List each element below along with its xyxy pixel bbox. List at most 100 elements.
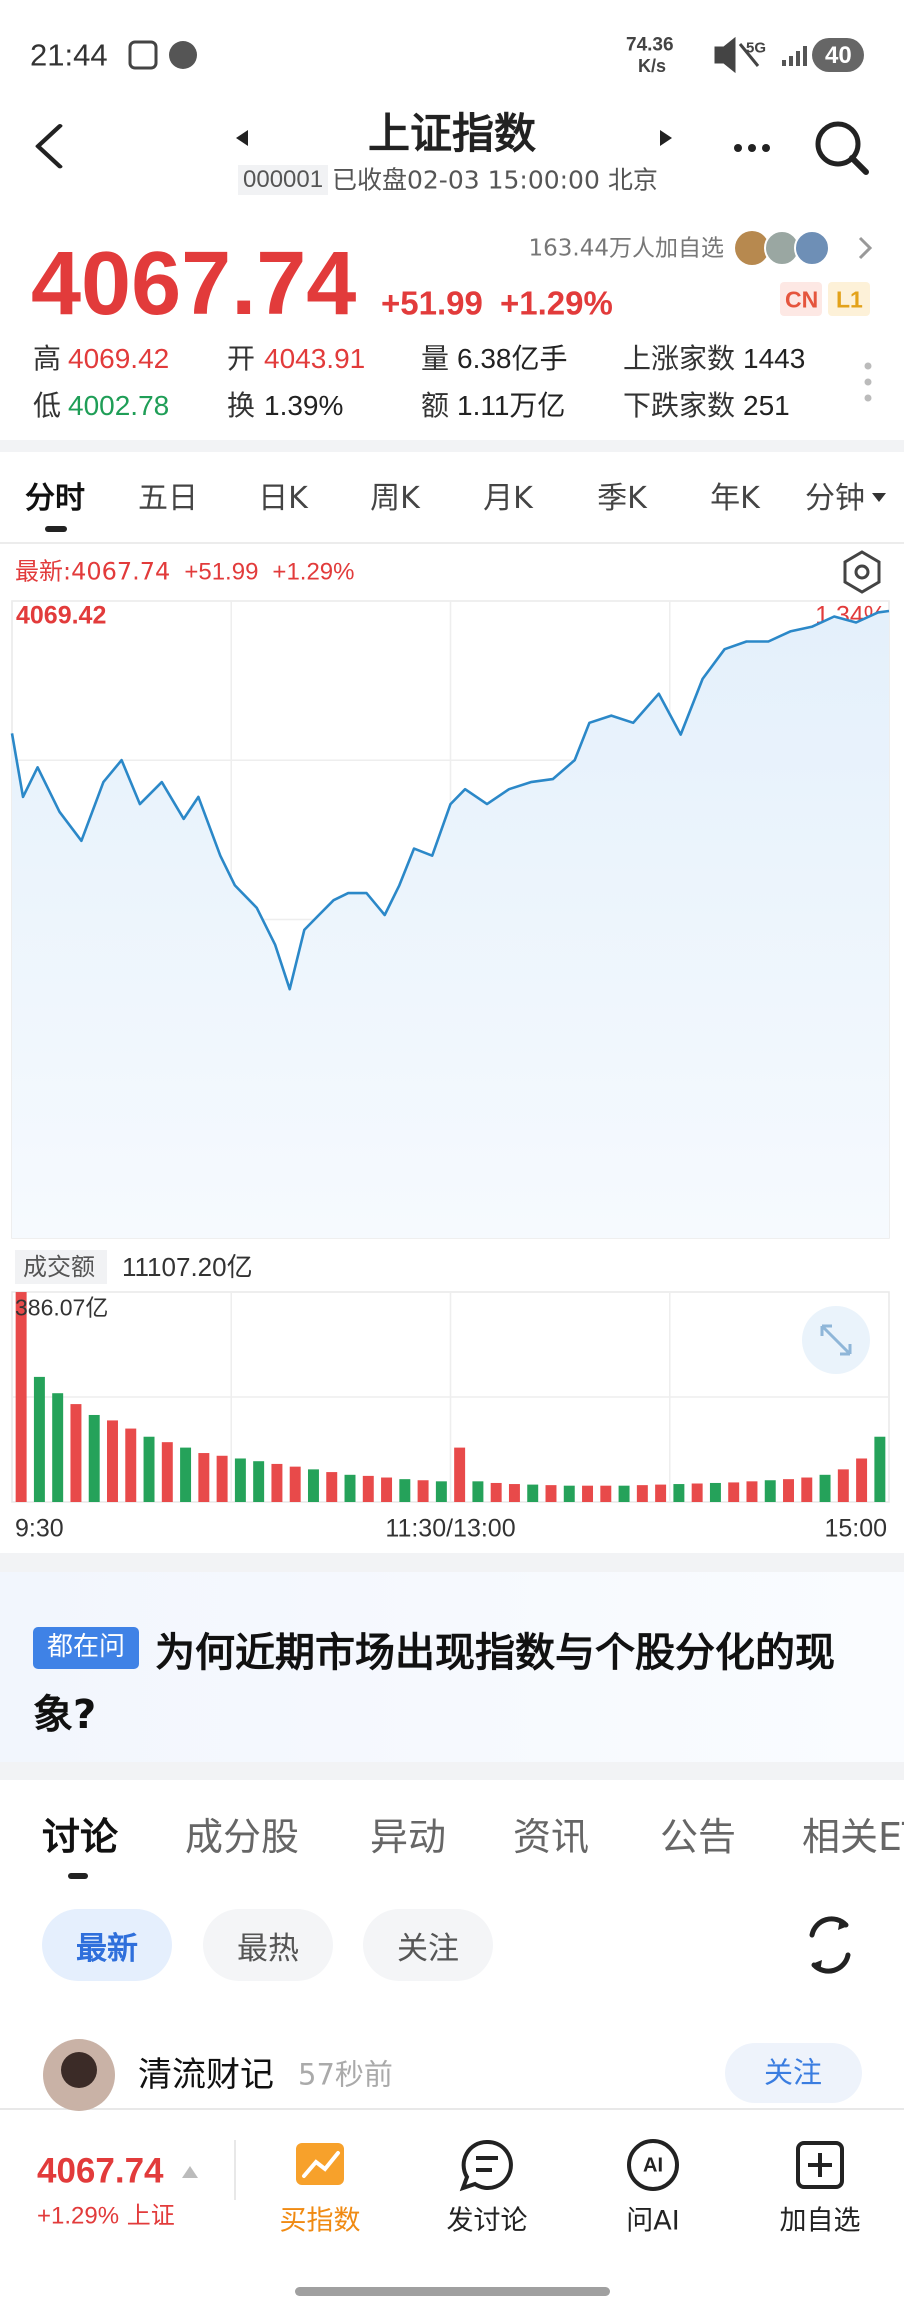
chart-tab[interactable]: 年K [710, 481, 760, 516]
volume-bar [655, 1484, 667, 1502]
volume-bar [728, 1482, 740, 1502]
stat-label: 换 [227, 389, 256, 422]
home-indicator [295, 2287, 610, 2296]
chart-tab[interactable]: 分时 [25, 481, 85, 516]
volume-bar [472, 1481, 484, 1502]
volume-bar [15, 1292, 27, 1502]
feed-tab[interactable]: 异动 [370, 1815, 447, 1859]
volume-bar [161, 1442, 173, 1502]
bottom-change: +1.29% 上证 [37, 2204, 175, 2229]
post-time: 57秒前 [298, 2057, 393, 2092]
volume-bar [234, 1458, 246, 1502]
more-button[interactable] [734, 144, 770, 152]
volume-bar [198, 1453, 210, 1502]
volume-bar [70, 1404, 82, 1502]
feed-tab[interactable]: 相关ETF [802, 1815, 904, 1859]
stat-value: 1443 [743, 343, 806, 374]
latest-label: 最新:4067.74 [15, 557, 171, 586]
question-text: 为何近期市场出现指数与个股分化的现象? [33, 1630, 835, 1738]
filter-pill[interactable]: 最热 [203, 1909, 333, 1981]
area-fill [12, 611, 889, 1238]
latest-change: +51.99 [184, 558, 259, 586]
question[interactable]: 都在问 为何近期市场出现指数与个股分化的现象? [33, 1622, 843, 1746]
separator [0, 1553, 904, 1572]
title: 上证指数 [367, 109, 537, 158]
follow-button-bg[interactable] [725, 2043, 862, 2103]
stat-value: 1.39% [264, 390, 344, 421]
author[interactable]: 清流财记 [138, 2055, 274, 2095]
battery-level: 40 [825, 42, 852, 69]
volume-bar [399, 1479, 411, 1502]
volume-bar [709, 1482, 721, 1502]
prev-arrow[interactable] [236, 130, 248, 146]
expand-button[interactable] [802, 1306, 870, 1374]
follow-button[interactable]: 关注 [763, 2055, 823, 2090]
settings-button[interactable] [843, 550, 881, 594]
volume-bar [582, 1485, 594, 1502]
next-arrow[interactable] [660, 130, 672, 146]
stat-label: 额 [421, 389, 450, 422]
feed-tab[interactable]: 讨论 [42, 1815, 119, 1859]
volume-bar [691, 1483, 703, 1502]
stat-value: 4002.78 [68, 390, 170, 421]
change: +51.99 [381, 284, 483, 322]
search-button[interactable] [815, 121, 869, 175]
avatar [735, 231, 769, 265]
stat-label: 低 [33, 389, 62, 422]
status-icon [128, 40, 158, 70]
badge [780, 282, 822, 316]
volume-bar [819, 1474, 831, 1502]
volume-bar [563, 1485, 575, 1502]
separator [0, 440, 904, 452]
action-label[interactable]: 加自选 [779, 2205, 861, 2237]
followers: 163.44万人加自选 [528, 235, 724, 262]
action-label[interactable]: 问AI [626, 2205, 680, 2237]
stat-value: 6.38亿手 [457, 343, 568, 374]
refresh-button[interactable] [809, 1916, 851, 1974]
action-label[interactable]: 买指数 [279, 2205, 361, 2237]
volume-label: 成交额 [23, 1253, 95, 1281]
tab-indicator [45, 526, 67, 532]
volume-max: 386.07亿 [15, 1294, 109, 1321]
volume-bar [764, 1480, 776, 1502]
x-tick-label: 9:30 [15, 1515, 64, 1543]
battery [812, 38, 864, 72]
chart-tab[interactable]: 季K [597, 481, 647, 516]
volume-bar [271, 1463, 283, 1502]
discuss-icon[interactable] [459, 2139, 513, 2192]
volume-total: 11107.20亿 [122, 1252, 253, 1282]
more-vertical[interactable] [864, 362, 872, 402]
volume-bar [545, 1485, 557, 1502]
volume-bar [125, 1428, 137, 1502]
volume-bar [143, 1436, 155, 1502]
bottom-price: 4067.74 [37, 2151, 164, 2191]
feed-tab[interactable]: 资讯 [513, 1815, 590, 1859]
feed-tab[interactable]: 公告 [660, 1815, 737, 1859]
chart-tab[interactable]: 分钟 [805, 481, 865, 516]
feed-tab[interactable]: 成分股 [185, 1815, 300, 1859]
filter-pill[interactable]: 关注 [363, 1909, 493, 1981]
chart-tab[interactable]: 五日 [138, 481, 198, 516]
volume-bar [874, 1436, 886, 1502]
svg-text:AI: AI [643, 2154, 663, 2176]
volume-bar [618, 1485, 630, 1502]
volume-bar [527, 1484, 539, 1502]
stat-value: 1.11万亿 [457, 390, 566, 421]
ai-icon[interactable]: AI [627, 2139, 679, 2191]
add-icon[interactable] [796, 2141, 844, 2189]
chevron[interactable] [858, 236, 873, 260]
chart-tab[interactable]: 周K [370, 481, 420, 516]
separator [0, 1762, 904, 1780]
action-label[interactable]: 发讨论 [446, 2205, 528, 2237]
volume-bar [454, 1447, 466, 1502]
volume-bar [180, 1447, 192, 1502]
avatar [794, 230, 830, 266]
chart-tab[interactable]: 日K [258, 481, 308, 516]
back-button[interactable] [35, 124, 63, 169]
filter-pill[interactable]: 最新 [42, 1909, 172, 1981]
chart-tab[interactable]: 月K [483, 481, 533, 516]
dropdown-arrow[interactable] [872, 493, 886, 502]
